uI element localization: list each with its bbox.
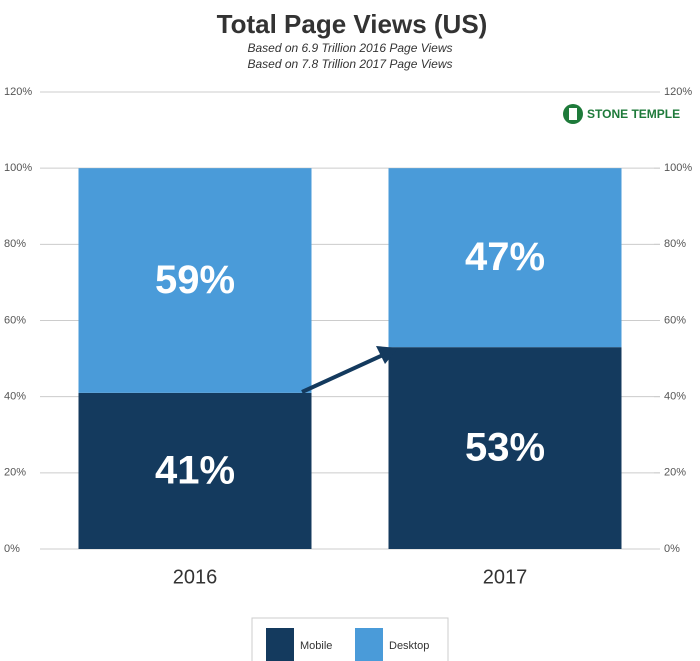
y2-tick-label: 100% bbox=[664, 162, 692, 174]
logo-text: STONE TEMPLE bbox=[587, 107, 680, 121]
y-tick-label: 20% bbox=[4, 467, 26, 479]
chart-subtitle: Based on 7.8 Trillion 2017 Page Views bbox=[247, 57, 452, 71]
value-label: 47% bbox=[465, 235, 545, 279]
legend-label: Desktop bbox=[389, 640, 429, 652]
y-tick-label: 0% bbox=[4, 543, 20, 555]
chart-subtitle: Based on 6.9 Trillion 2016 Page Views bbox=[247, 41, 452, 55]
x-tick-label: 2016 bbox=[173, 566, 218, 588]
y2-tick-label: 40% bbox=[664, 391, 686, 403]
y2-tick-label: 0% bbox=[664, 543, 680, 555]
chart-title: Total Page Views (US) bbox=[217, 9, 488, 39]
y-tick-label: 100% bbox=[4, 162, 32, 174]
arrow-line bbox=[301, 353, 384, 394]
bar-segment bbox=[78, 168, 312, 393]
logo-icon-mark bbox=[569, 108, 577, 120]
y2-tick-label: 120% bbox=[664, 86, 692, 98]
bar-segment bbox=[388, 347, 622, 549]
legend-swatch bbox=[355, 628, 383, 661]
arrow bbox=[301, 346, 398, 394]
legend: Mobile Desktop bbox=[251, 617, 449, 661]
legend-swatch bbox=[266, 628, 294, 661]
bar-segment bbox=[78, 392, 312, 549]
y-tick-label: 120% bbox=[4, 86, 32, 98]
value-label: 41% bbox=[155, 448, 235, 492]
y2-tick-label: 20% bbox=[664, 467, 686, 479]
y2-tick-label: 60% bbox=[664, 314, 686, 326]
bar-segment bbox=[388, 168, 622, 348]
y-tick-label: 40% bbox=[4, 391, 26, 403]
y-tick-label: 60% bbox=[4, 314, 26, 326]
legend-label: Mobile bbox=[300, 640, 332, 652]
bars: 2016 41% 59% 2017 53% 47% bbox=[78, 168, 622, 588]
x-tick-label: 2017 bbox=[483, 566, 528, 588]
logo: STONE TEMPLE bbox=[563, 104, 680, 124]
y2-tick-label: 80% bbox=[664, 238, 686, 250]
value-label: 53% bbox=[465, 426, 545, 470]
y-tick-label: 80% bbox=[4, 238, 26, 250]
arrow-head bbox=[376, 346, 398, 364]
value-label: 59% bbox=[155, 258, 235, 302]
